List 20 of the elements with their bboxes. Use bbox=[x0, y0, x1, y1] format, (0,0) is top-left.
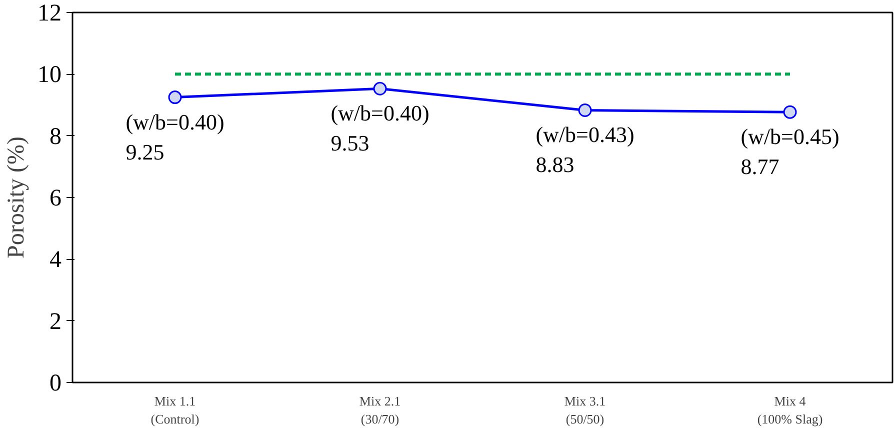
x-tick-label: Mix 3.1 (50/50) bbox=[564, 394, 606, 426]
data-label: (w/b=0.43) 8.83 bbox=[536, 122, 634, 178]
y-axis-title: Porosity (%) bbox=[4, 136, 30, 258]
x-tick-label: Mix 1.1 (Control) bbox=[150, 394, 200, 426]
y-tick-label: 8 bbox=[50, 124, 62, 150]
y-tick-label: 6 bbox=[50, 186, 62, 212]
data-label: (w/b=0.45) 8.77 bbox=[740, 124, 840, 180]
y-tick-label: 2 bbox=[50, 308, 62, 335]
x-tick-label: Mix 2.1 (30/70) bbox=[359, 394, 401, 426]
y-tick-label: 4 bbox=[50, 247, 62, 274]
point bbox=[578, 104, 592, 117]
point bbox=[783, 105, 797, 119]
point bbox=[373, 82, 387, 96]
x-tick-label: Mix 4 (100% Slag) bbox=[757, 394, 823, 426]
point bbox=[168, 90, 182, 104]
data-label: (w/b=0.40) 9.53 bbox=[330, 100, 430, 156]
data-label: (w/b=0.40) 9.25 bbox=[126, 109, 224, 164]
y-tick-label: 10 bbox=[38, 62, 62, 88]
y-tick-label: 0 bbox=[50, 370, 62, 396]
y-tick-label: 12 bbox=[38, 0, 62, 26]
